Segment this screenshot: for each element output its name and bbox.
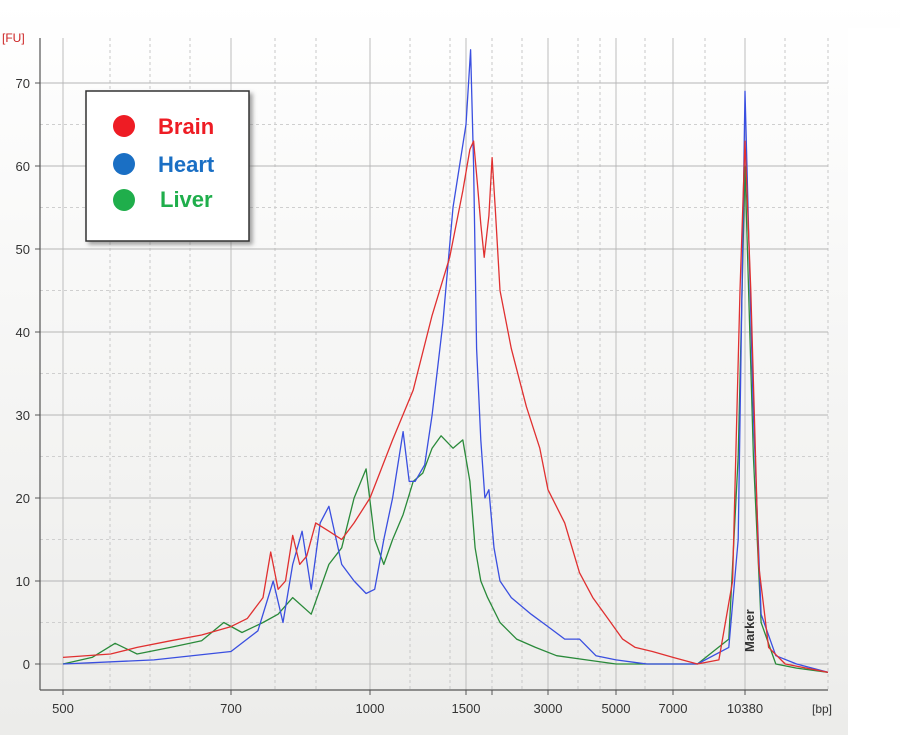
legend-item-heart: Heart [113, 152, 215, 177]
y-tick-label: 70 [16, 76, 30, 91]
legend-item-liver: Liver [113, 187, 213, 212]
y-tick-label: 50 [16, 242, 30, 257]
axes [35, 38, 828, 695]
marker-label: Marker [742, 609, 757, 652]
y-tick-label: 30 [16, 408, 30, 423]
y-tick-label: 60 [16, 159, 30, 174]
x-tick-label: 700 [220, 701, 242, 716]
x-tick-label: 7000 [659, 701, 688, 716]
x-tick-label: 10380 [727, 701, 763, 716]
y-tick-label: 10 [16, 574, 30, 589]
y-tick-label: 20 [16, 491, 30, 506]
legend-marker-liver [113, 189, 135, 211]
grid-lines [40, 38, 829, 690]
tick-labels: 0 10 20 30 40 50 60 70 500 700 1000 1500 3000 5000 700… [16, 76, 764, 716]
legend-marker-heart [113, 153, 135, 175]
legend-box [85, 90, 250, 242]
legend: Brain Heart Liver [85, 90, 250, 242]
right-margin-panel [848, 28, 900, 735]
legend-label-brain: Brain [158, 114, 214, 139]
y-tick-label: 0 [23, 657, 30, 672]
series-line-liver [62, 165, 829, 673]
legend-label-heart: Heart [158, 152, 215, 177]
x-tick-label: 5000 [602, 701, 631, 716]
x-tick-label: 3000 [534, 701, 563, 716]
legend-marker-brain [113, 115, 135, 137]
y-axis-unit-label: [FU] [2, 31, 25, 45]
legend-label-liver: Liver [160, 187, 213, 212]
series-layer [62, 49, 829, 673]
x-tick-label: 1000 [356, 701, 385, 716]
x-tick-label: 500 [52, 701, 74, 716]
series-line-heart [62, 49, 829, 673]
legend-item-brain: Brain [113, 114, 214, 139]
y-tick-label: 40 [16, 325, 30, 340]
x-axis-unit-label: [bp] [812, 702, 832, 716]
x-tick-label: 1500 [452, 701, 481, 716]
series-line-brain [62, 140, 829, 673]
